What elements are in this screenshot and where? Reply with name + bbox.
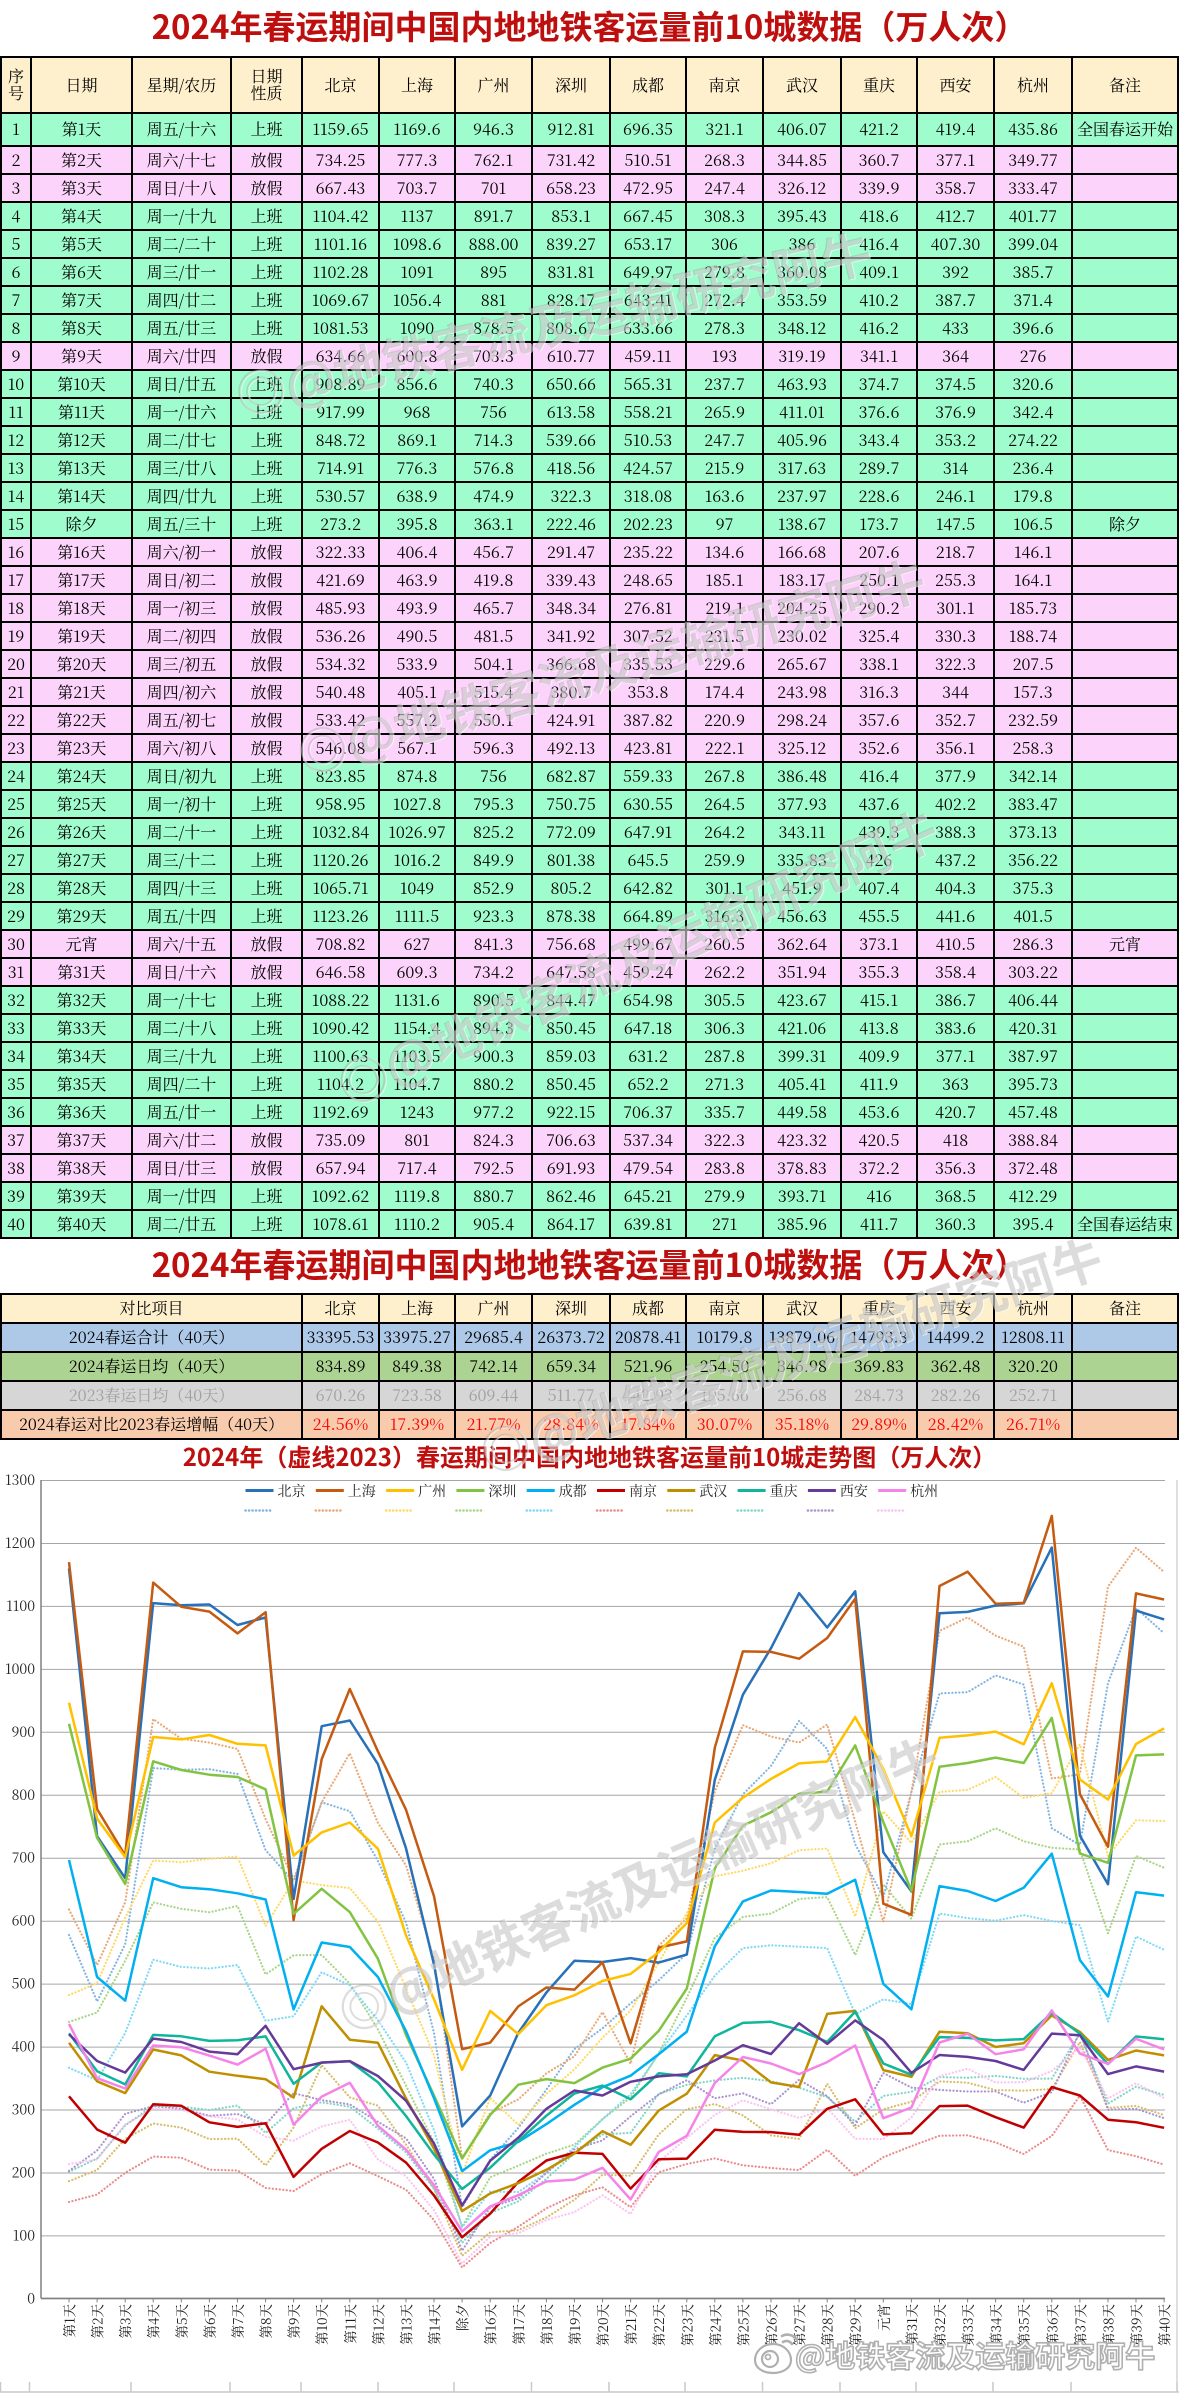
svg-text:1300: 1300 xyxy=(5,1470,35,1490)
svg-text:第3天: 第3天 xyxy=(115,2304,135,2339)
svg-text:第11天: 第11天 xyxy=(339,2304,359,2344)
svg-text:第12天: 第12天 xyxy=(367,2304,387,2345)
svg-text:第6天: 第6天 xyxy=(199,2304,219,2339)
svg-text:元宵: 元宵 xyxy=(873,2304,893,2331)
svg-text:第37天: 第37天 xyxy=(1069,2304,1089,2346)
svg-text:600: 600 xyxy=(12,1911,36,1931)
svg-text:400: 400 xyxy=(12,2037,36,2057)
svg-text:800: 800 xyxy=(12,1785,36,1805)
svg-text:南京: 南京 xyxy=(629,1481,657,1501)
svg-text:第33天: 第33天 xyxy=(957,2304,977,2347)
svg-text:西安: 西安 xyxy=(840,1481,868,1501)
svg-text:武汉: 武汉 xyxy=(699,1481,727,1501)
svg-text:第34天: 第34天 xyxy=(985,2304,1005,2347)
svg-text:上海: 上海 xyxy=(348,1481,376,1501)
svg-text:第23天: 第23天 xyxy=(676,2304,696,2347)
svg-text:第39天: 第39天 xyxy=(1126,2304,1146,2347)
svg-text:第22天: 第22天 xyxy=(648,2304,668,2347)
svg-text:第1天: 第1天 xyxy=(59,2304,79,2338)
svg-text:成都: 成都 xyxy=(559,1481,587,1501)
svg-text:300: 300 xyxy=(12,2100,36,2120)
svg-text:第24天: 第24天 xyxy=(704,2304,724,2347)
svg-text:1200: 1200 xyxy=(5,1533,35,1553)
svg-text:第2天: 第2天 xyxy=(87,2304,107,2339)
svg-text:第18天: 第18天 xyxy=(536,2304,556,2345)
svg-text:第20天: 第20天 xyxy=(592,2304,612,2347)
svg-text:100: 100 xyxy=(13,2225,35,2245)
svg-text:深圳: 深圳 xyxy=(488,1481,516,1501)
svg-text:第13天: 第13天 xyxy=(396,2304,416,2345)
svg-text:第26天: 第26天 xyxy=(761,2304,781,2347)
svg-text:900: 900 xyxy=(12,1722,36,1742)
svg-text:第5天: 第5天 xyxy=(171,2304,191,2339)
svg-text:第25天: 第25天 xyxy=(732,2304,752,2347)
svg-text:第14天: 第14天 xyxy=(424,2304,444,2345)
svg-text:200: 200 xyxy=(12,2163,36,2183)
svg-text:第38天: 第38天 xyxy=(1098,2304,1118,2347)
svg-text:第7天: 第7天 xyxy=(227,2304,247,2339)
svg-text:杭州: 杭州 xyxy=(910,1481,938,1501)
svg-text:第32天: 第32天 xyxy=(929,2304,949,2347)
svg-text:第28天: 第28天 xyxy=(817,2304,837,2347)
svg-text:第36天: 第36天 xyxy=(1041,2304,1061,2347)
svg-text:重庆: 重庆 xyxy=(770,1481,798,1501)
svg-text:第10天: 第10天 xyxy=(311,2304,331,2345)
svg-text:第31天: 第31天 xyxy=(901,2304,921,2345)
svg-text:第4天: 第4天 xyxy=(143,2304,163,2339)
svg-text:500: 500 xyxy=(12,1974,36,1994)
svg-text:1000: 1000 xyxy=(5,1659,35,1679)
svg-text:北京: 北京 xyxy=(278,1481,306,1501)
svg-text:1100: 1100 xyxy=(6,1596,35,1616)
svg-text:第21天: 第21天 xyxy=(620,2304,640,2345)
svg-text:第35天: 第35天 xyxy=(1013,2304,1033,2347)
svg-text:第17天: 第17天 xyxy=(508,2304,528,2345)
svg-text:广州: 广州 xyxy=(418,1481,446,1501)
svg-text:除夕: 除夕 xyxy=(452,2304,472,2331)
svg-text:第40天: 第40天 xyxy=(1154,2304,1174,2347)
svg-text:第19天: 第19天 xyxy=(564,2304,584,2345)
svg-text:第9天: 第9天 xyxy=(283,2304,303,2339)
svg-text:700: 700 xyxy=(12,1848,35,1868)
svg-text:第8天: 第8天 xyxy=(255,2304,275,2339)
svg-text:0: 0 xyxy=(27,2288,35,2308)
svg-text:第16天: 第16天 xyxy=(480,2304,500,2345)
svg-text:第29天: 第29天 xyxy=(845,2304,865,2347)
